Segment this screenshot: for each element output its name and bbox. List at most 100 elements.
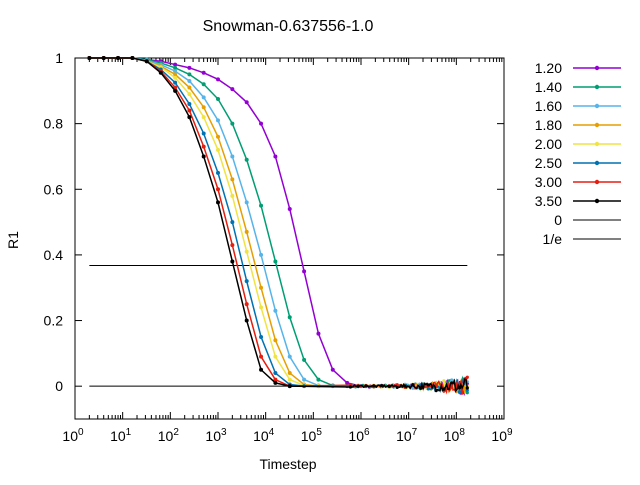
x-tick-label: 106 [348, 427, 370, 444]
data-point-3.00 [230, 243, 235, 248]
data-point-3.50 [348, 385, 353, 389]
legend-marker [594, 122, 600, 128]
data-point-2.50 [216, 170, 220, 175]
data-point-3.50 [465, 386, 469, 390]
x-tick-label: 103 [205, 427, 227, 444]
data-point-1.60 [173, 69, 178, 74]
data-point-1.80 [259, 285, 264, 290]
data-point-3.50 [395, 385, 399, 390]
data-point-3.50 [187, 115, 192, 120]
data-point-2.50 [173, 80, 178, 85]
legend-label: 1.40 [535, 79, 562, 95]
data-point-1.60 [273, 308, 278, 313]
data-point-3.50 [379, 384, 384, 388]
data-point-1.40 [216, 97, 220, 102]
data-point-3.50 [130, 56, 135, 60]
data-point-1.40 [465, 391, 469, 395]
data-point-3.50 [201, 154, 206, 159]
data-point-1.60 [216, 118, 220, 123]
data-point-2.50 [426, 387, 430, 391]
data-point-1.80 [244, 229, 249, 234]
legend-label: 1/e [543, 231, 563, 247]
data-point-3.50 [364, 384, 368, 388]
x-tick-label: 109 [491, 427, 513, 444]
data-point-1.60 [450, 378, 454, 382]
data-point-2.50 [244, 279, 249, 284]
x-axis-label: Timestep [259, 456, 316, 472]
data-point-1.80 [273, 338, 278, 343]
data-point-1.20 [187, 65, 192, 70]
data-point-2.00 [259, 305, 264, 310]
data-point-3.00 [259, 354, 264, 359]
data-point-2.00 [201, 115, 206, 120]
legend-marker [594, 141, 600, 147]
data-point-1.60 [187, 78, 192, 83]
data-point-2.00 [273, 354, 278, 359]
data-point-2.00 [230, 193, 235, 198]
data-point-3.50 [230, 259, 235, 264]
x-tick-label: 104 [253, 427, 275, 444]
data-point-3.00 [465, 375, 469, 379]
data-point-1.20 [201, 70, 206, 75]
legend-marker [594, 160, 600, 166]
data-point-3.50 [442, 387, 446, 391]
data-point-3.50 [434, 389, 438, 393]
x-tick-label: 105 [301, 427, 323, 444]
series-line-3.00 [89, 57, 469, 395]
data-point-3.50 [116, 56, 121, 60]
data-point-3.50 [287, 384, 292, 389]
data-point-1.40 [316, 377, 321, 382]
data-point-3.50 [144, 59, 149, 64]
legend-marker [594, 84, 600, 90]
legend-label: 2.50 [535, 155, 562, 171]
data-point-3.00 [273, 377, 278, 382]
series-line-1.60 [89, 57, 468, 393]
data-point-1.80 [201, 105, 206, 110]
data-point-3.50 [158, 70, 163, 75]
legend-marker [594, 103, 600, 109]
data-point-3.50 [403, 384, 407, 388]
data-point-2.00 [173, 75, 178, 80]
data-point-1.40 [187, 72, 192, 77]
series-line-1.80 [89, 57, 469, 394]
data-point-2.50 [187, 101, 192, 106]
legend-marker [594, 179, 600, 185]
data-point-2.00 [442, 379, 446, 383]
legend-label: 1.80 [535, 117, 562, 133]
data-point-1.20 [316, 331, 321, 336]
data-point-3.50 [457, 386, 462, 390]
data-point-1.60 [302, 377, 307, 382]
data-point-3.00 [244, 302, 249, 307]
legend: 1.20 1.40 1.60 1.80 2.00 2.50 3.00 3.50 0 1/e [535, 60, 621, 247]
series-line-2.00 [89, 57, 469, 394]
data-point-1.20 [330, 367, 335, 372]
data-point-1.40 [173, 65, 178, 70]
data-point-1.20 [273, 154, 278, 159]
data-point-2.50 [230, 220, 235, 225]
y-tick-label: 0.4 [44, 247, 64, 263]
data-point-1.40 [244, 157, 249, 162]
y-tick-label: 1 [55, 50, 63, 66]
data-point-2.00 [244, 249, 249, 254]
data-point-1.20 [345, 380, 350, 385]
data-point-3.50 [273, 380, 278, 385]
x-tick-label: 100 [62, 427, 84, 444]
data-point-1.40 [201, 82, 206, 87]
data-point-3.50 [216, 200, 220, 205]
data-point-3.00 [216, 187, 220, 192]
data-point-1.40 [230, 121, 235, 126]
y-tick-label: 0.8 [44, 116, 64, 132]
data-point-1.40 [273, 259, 278, 264]
legend-marker [594, 198, 600, 204]
data-point-2.50 [465, 388, 469, 392]
data-point-1.60 [244, 200, 249, 205]
data-point-1.60 [287, 354, 292, 359]
data-point-3.50 [259, 367, 264, 372]
data-point-1.20 [259, 121, 264, 126]
y-tick-label: 0 [55, 378, 63, 394]
data-point-1.60 [201, 95, 206, 100]
x-tick-label: 102 [158, 427, 180, 444]
legend-label: 1.60 [535, 98, 562, 114]
legend-marker [594, 65, 600, 71]
